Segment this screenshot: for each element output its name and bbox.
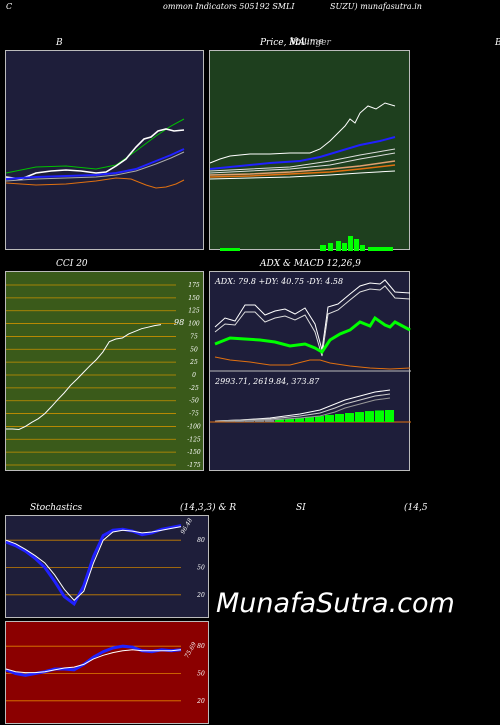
cci-panel: 175 150 125 100 75 50 25 0 -25 -50 -75 -100 -125 -150… — [5, 271, 204, 471]
cci-grid: 175 150 125 100 75 50 25 0 -25 -50 -75 -100 -125 -150… — [6, 282, 201, 469]
cci-title: CCI 20 — [56, 259, 88, 269]
macd-bar — [355, 412, 364, 422]
stoch-title: Stochastics — [30, 503, 83, 513]
rsi-tick-label: 50 — [197, 671, 205, 678]
price-right-char: B — [495, 38, 500, 48]
rsi-chart: 80 50 20 75.69 — [5, 641, 205, 705]
cci-tick-label: -75 — [189, 411, 199, 418]
macd-bar — [265, 420, 274, 422]
adx-text: ADX: 79.8 +DY: 40.75 -DY: 4.58 — [214, 277, 343, 286]
bb-price-line — [5, 128, 185, 180]
price-panel — [209, 50, 410, 251]
adx-orange-line — [214, 356, 411, 370]
macd-bar — [345, 413, 354, 422]
rsi-title: SI — [296, 503, 306, 513]
adx-line-2 — [214, 285, 411, 357]
macd-bar — [275, 419, 284, 422]
macd-bar — [255, 420, 264, 422]
header-title: ommon Indicators 505192 SMLI — [163, 2, 295, 11]
macd-bar — [325, 414, 334, 422]
macd-text: 2993.71, 2619.84, 373.87 — [214, 377, 320, 386]
cci-tick-label: 150 — [188, 295, 200, 302]
macd-bar — [295, 417, 304, 422]
cci-value-label: 98 — [174, 318, 184, 327]
macd-signal-2 — [215, 397, 391, 422]
bollinger-panel — [5, 50, 204, 250]
cci-tick-label: -50 — [189, 398, 199, 405]
price-lower-line — [209, 170, 396, 180]
macd-bar — [285, 418, 294, 422]
stochastics-tick-label: 80 — [197, 537, 205, 544]
cci-tick-label: 0 — [192, 372, 196, 379]
macd-bar — [365, 411, 374, 422]
cci-tick-label: 100 — [188, 321, 200, 328]
rsi-params: (14,5 — [404, 503, 428, 513]
stoch-value-label: 96.48 — [179, 517, 194, 536]
price-chart — [209, 102, 396, 251]
macd-bar — [305, 416, 314, 422]
rsi-grid: 80 50 20 — [6, 643, 205, 705]
rsi-panel: 80 50 20 75.69 — [5, 621, 209, 724]
bb-lower-line — [5, 177, 185, 189]
price-ma3 — [209, 160, 396, 176]
header-left-char: C — [6, 2, 13, 11]
adx-line-1 — [214, 279, 411, 351]
header-site: SUZU) munafasutra.in — [330, 2, 422, 11]
cci-tick-label: 175 — [188, 282, 200, 289]
price-overlay2-title: Bollinger — [289, 38, 331, 48]
macd-histogram — [225, 410, 394, 422]
stochastics-tick-label: 20 — [196, 592, 205, 599]
bollinger-chart — [5, 118, 185, 189]
rsi-signal-line — [5, 649, 182, 674]
rsi-line — [5, 644, 182, 677]
cci-tick-label: -125 — [187, 436, 201, 443]
stochastics-tick-label: 50 — [197, 565, 205, 572]
cci-chart: 175 150 125 100 75 50 25 0 -25 -50 -75 -100 -125 -150… — [6, 282, 201, 469]
macd-bar — [235, 421, 244, 422]
adx-green-line — [214, 315, 411, 354]
stoch-chart: 80 50 20 96.48 — [5, 517, 205, 607]
stoch-panel: 80 50 20 96.48 — [5, 515, 209, 618]
price-upper-line — [209, 102, 396, 164]
rsi-tick-label: 80 — [197, 643, 205, 650]
cci-tick-label: 75 — [190, 333, 198, 340]
volume-bars — [220, 236, 393, 251]
cci-tick-label: 125 — [188, 308, 200, 315]
macd-signal — [214, 393, 391, 422]
stoch-grid: 80 50 20 — [6, 537, 205, 599]
macd-bar — [375, 410, 384, 422]
rsi-tick-label: 20 — [196, 698, 205, 705]
macd-bar — [335, 413, 344, 422]
adx-macd-panel: ADX: 79.8 +DY: 40.75 -DY: 4.58 2993.71, … — [209, 271, 411, 471]
price-overlay-title: Volume — [290, 37, 324, 47]
adx-macd-title: ADX & MACD 12,26,9 — [260, 259, 361, 269]
bollinger-title: B — [56, 38, 63, 48]
rsi-value-label: 75.69 — [183, 641, 198, 660]
cci-tick-label: -100 — [187, 423, 201, 430]
cci-tick-label: -150 — [187, 449, 201, 456]
stoch-params: (14,3,3) & R — [180, 503, 237, 513]
cci-line — [6, 324, 162, 431]
price-ma2 — [209, 152, 396, 174]
price-title: Price, MA — [260, 38, 306, 48]
price-ma4 — [209, 164, 396, 178]
macd-bar — [385, 410, 394, 422]
bb-upper-line — [5, 118, 185, 174]
bb-mid-line — [5, 148, 185, 180]
macd-bar — [245, 421, 254, 422]
cci-tick-label: -25 — [189, 385, 199, 392]
stoch-d-line — [5, 526, 182, 602]
cci-tick-label: 25 — [189, 359, 198, 366]
cci-tick-label: -175 — [187, 462, 201, 469]
price-ma1 — [209, 148, 396, 172]
adx-macd-chart: ADX: 79.8 +DY: 40.75 -DY: 4.58 2993.71, … — [210, 277, 411, 423]
bb-mid-line-2 — [5, 151, 185, 182]
price-blue-line — [209, 136, 396, 170]
watermark: MunafaSutra.com — [216, 588, 455, 619]
macd-bar — [315, 415, 324, 422]
cci-tick-label: 50 — [190, 346, 198, 353]
stoch-k-line — [5, 524, 182, 607]
